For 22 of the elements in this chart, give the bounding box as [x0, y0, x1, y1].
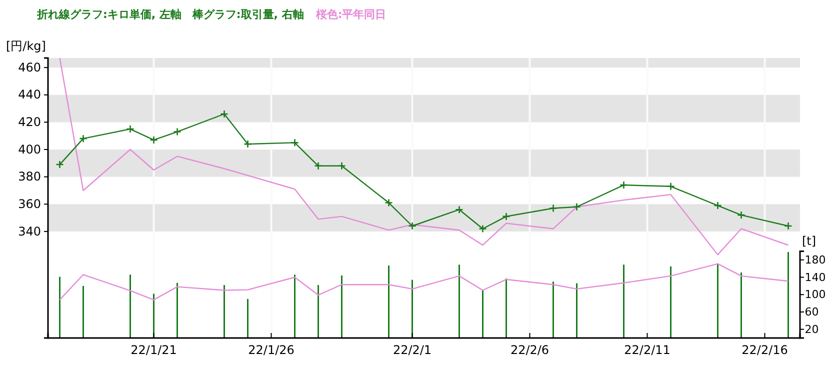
y-tick-label: 340: [18, 224, 41, 238]
y2-axis-title: [t]: [802, 234, 816, 248]
x-tick-label: 22/2/11: [624, 343, 670, 358]
y2-tick-label: 20: [804, 322, 819, 336]
y-tick-label: 380: [18, 170, 41, 184]
y2-tick-label: 100: [804, 288, 826, 302]
y2-tick-label: 180: [804, 253, 826, 266]
chart-subtitle: 桜色:平年同日: [314, 8, 386, 21]
y2-tick-label: 140: [804, 270, 826, 284]
y-tick-label: 420: [18, 115, 41, 130]
chart-title: 折れ線グラフ:キロ単価, 左軸 棒グラフ:取引量, 右軸: [36, 8, 304, 21]
y-axis-title: [円/kg]: [6, 39, 46, 53]
x-tick-label: 22/2/1: [392, 343, 432, 358]
y2-tick-label: 60: [804, 305, 819, 318]
x-tick-label: 22/2/6: [510, 343, 550, 358]
y-tick-label: 400: [18, 142, 41, 156]
y-tick-label: 360: [18, 196, 41, 211]
y-tick-label: 440: [18, 88, 41, 102]
x-tick-label: 22/1/26: [248, 343, 294, 358]
x-tick-label: 22/2/16: [742, 343, 788, 358]
x-tick-label: 22/1/21: [130, 343, 177, 358]
y-tick-label: 460: [18, 60, 41, 74]
